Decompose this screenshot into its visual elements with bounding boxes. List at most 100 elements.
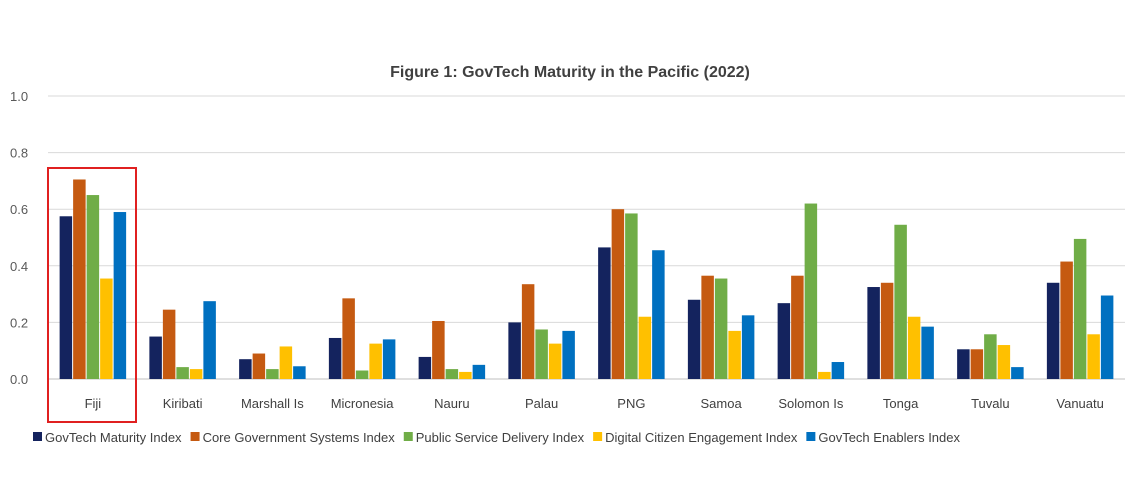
x-tick-label: Nauru: [434, 396, 469, 411]
bar-fiji-2: [86, 195, 100, 379]
x-tick-label: Vanuatu: [1056, 396, 1103, 411]
bar-png-4: [652, 250, 665, 379]
bar-vanuatu-3: [1087, 334, 1100, 379]
grid-lines: [48, 95, 1125, 380]
bar-micronesia-2: [355, 370, 369, 379]
x-tick-label: Solomon Is: [778, 396, 844, 411]
bar-palau-1: [521, 284, 535, 379]
bar-tuvalu-2: [984, 334, 997, 379]
bar-samoa-4: [741, 315, 755, 379]
bar-solomon-is-4: [831, 362, 845, 379]
x-tick-label: Samoa: [701, 396, 743, 411]
legend-label: GovTech Maturity Index: [45, 430, 182, 445]
bar-tuvalu-3: [997, 345, 1011, 379]
bar-vanuatu-1: [1060, 261, 1073, 379]
legend-label: Core Government Systems Index: [203, 430, 396, 445]
bar-tonga-4: [921, 326, 934, 379]
legend-swatch: [403, 432, 413, 441]
legend: GovTech Maturity Index Core Government Sy…: [33, 430, 960, 445]
bar-kiribati-4: [203, 301, 216, 379]
legend-item: GovTech Enablers Index: [806, 430, 960, 445]
bar-png-1: [611, 209, 625, 379]
bar-samoa-0: [687, 299, 701, 379]
bar-tonga-0: [867, 287, 880, 379]
bar-samoa-3: [728, 330, 741, 379]
bar-vanuatu-0: [1046, 282, 1060, 379]
bar-tuvalu-0: [957, 349, 970, 379]
legend-label: Digital Citizen Engagement Index: [605, 430, 798, 445]
bar-png-3: [638, 316, 652, 379]
bar-kiribati-2: [176, 367, 189, 379]
x-axis-labels: Fiji Kiribati Marshall Is Micronesia Nauru Pa…: [85, 396, 1104, 411]
bar-micronesia-4: [382, 339, 396, 379]
x-tick-label: PNG: [617, 396, 645, 411]
bar-fiji-4: [113, 212, 127, 379]
bar-samoa-1: [701, 275, 714, 379]
bar-kiribati-1: [162, 309, 176, 379]
y-tick-label: 1.0: [10, 89, 28, 104]
bar-tonga-2: [894, 224, 907, 379]
x-tick-label: Tuvalu: [971, 396, 1010, 411]
bar-palau-0: [508, 322, 521, 379]
y-axis-ticks: 0.0 0.2 0.4 0.6 0.8 1.0: [10, 89, 28, 387]
bar-png-2: [625, 213, 638, 379]
legend-swatch: [593, 432, 603, 441]
legend-item: Core Government Systems Index: [190, 430, 396, 445]
bar-nauru-4: [472, 364, 486, 379]
x-tick-label: Kiribati: [163, 396, 203, 411]
bar-samoa-2: [714, 278, 728, 379]
bar-tonga-1: [880, 282, 894, 379]
legend-label: GovTech Enablers Index: [818, 430, 960, 445]
y-tick-label: 0.6: [10, 202, 28, 217]
bar-solomon-is-2: [804, 203, 818, 379]
bar-nauru-2: [445, 369, 459, 379]
bar-nauru-0: [418, 356, 432, 379]
bar-kiribati-0: [149, 336, 162, 379]
highlight-box: [47, 167, 137, 423]
bar-solomon-is-1: [791, 275, 804, 379]
bar-marshall-is-1: [252, 353, 266, 379]
bar-nauru-3: [459, 371, 472, 379]
bar-kiribati-3: [189, 369, 203, 379]
bar-nauru-1: [432, 320, 445, 379]
bar-solomon-is-3: [818, 371, 831, 379]
bar-fiji-1: [73, 179, 86, 379]
bar-marshall-is-0: [239, 359, 252, 379]
y-tick-label: 0.2: [10, 315, 28, 330]
x-tick-label: Fiji: [85, 396, 102, 411]
bar-fiji-0: [59, 216, 73, 379]
bar-tuvalu-4: [1011, 367, 1024, 379]
bar-micronesia-1: [342, 298, 355, 379]
bar-vanuatu-2: [1073, 238, 1087, 379]
chart-title: Figure 1: GovTech Maturity in the Pacifi…: [390, 64, 750, 81]
x-tick-label: Marshall Is: [241, 396, 304, 411]
bars: [59, 179, 1114, 379]
x-tick-label: Micronesia: [331, 396, 395, 411]
bar-png-0: [598, 247, 611, 379]
y-tick-label: 0.8: [10, 146, 28, 161]
legend-swatch: [33, 432, 42, 441]
legend-item: Public Service Delivery Index: [403, 430, 585, 445]
bar-palau-3: [548, 343, 562, 379]
bar-fiji-3: [100, 278, 113, 379]
legend-label: Public Service Delivery Index: [416, 430, 585, 445]
y-tick-label: 0.0: [10, 372, 28, 387]
y-tick-label: 0.4: [10, 259, 28, 274]
bar-marshall-is-2: [266, 369, 279, 379]
legend-swatch: [806, 432, 816, 441]
bar-marshall-is-4: [293, 366, 306, 379]
legend-item: GovTech Maturity Index: [33, 430, 182, 445]
x-tick-label: Tonga: [883, 396, 919, 411]
bar-micronesia-0: [328, 337, 342, 379]
bar-tonga-3: [907, 316, 921, 379]
bar-palau-4: [562, 330, 575, 379]
legend-item: Digital Citizen Engagement Index: [593, 430, 798, 445]
bar-marshall-is-3: [279, 346, 293, 379]
bar-solomon-is-0: [777, 303, 791, 379]
bar-vanuatu-4: [1100, 295, 1114, 379]
bar-tuvalu-1: [970, 349, 984, 379]
bar-micronesia-3: [369, 343, 382, 379]
x-tick-label: Palau: [525, 396, 558, 411]
bar-palau-2: [535, 329, 548, 379]
